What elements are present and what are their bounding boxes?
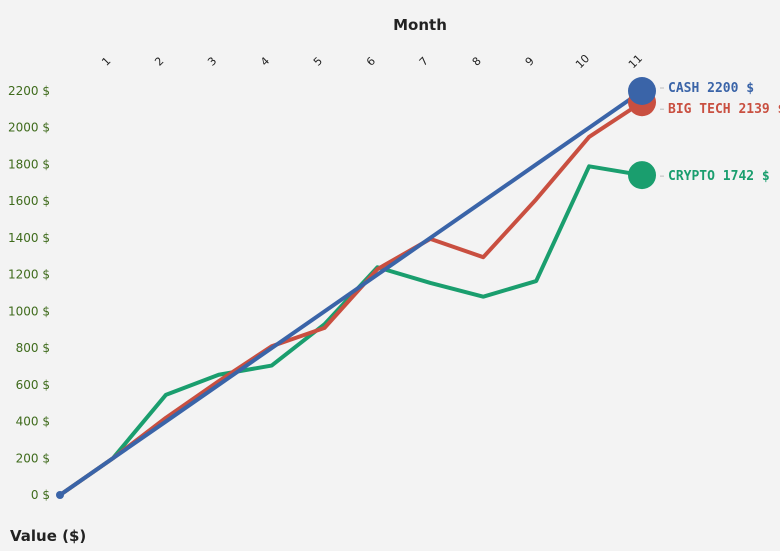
series-line-big-tech	[58, 100, 644, 497]
y-tick-label: 1600 $	[8, 194, 50, 208]
series-end-marker-crypto	[628, 161, 656, 190]
y-tick-label: 1800 $	[8, 157, 50, 171]
x-tick-label: 11	[626, 52, 645, 71]
x-tick-label: 1	[99, 54, 113, 68]
series-end-markers: CRYPTO 1742 $ BIG TECH 2139 $ CASH 2200 $	[56, 77, 780, 499]
y-tick-label: 200 $	[16, 451, 50, 465]
series-lines	[58, 89, 644, 497]
x-tick-label: 3	[205, 54, 219, 68]
series-end-label-big-tech: BIG TECH 2139 $	[668, 102, 780, 117]
y-axis-ticks: 0 $ 200 $ 400 $ 600 $ 800 $ 1000 $ 1200 $ 1400 …	[8, 84, 50, 502]
x-tick-label: 8	[470, 54, 484, 68]
y-tick-label: 1000 $	[8, 304, 50, 318]
series-end-label-cash: CASH 2200 $	[668, 81, 754, 96]
y-tick-label: 0 $	[31, 488, 50, 502]
series-end-label-crypto: CRYPTO 1742 $	[668, 169, 770, 184]
x-tick-label: 7	[417, 54, 431, 68]
x-axis-title: Month	[393, 16, 447, 34]
x-tick-label: 4	[258, 54, 272, 68]
x-tick-label: 9	[523, 54, 537, 68]
series-start-point	[56, 491, 64, 499]
y-tick-label: 1400 $	[8, 231, 50, 245]
y-tick-label: 600 $	[16, 378, 50, 392]
x-tick-label: 5	[311, 54, 325, 68]
x-tick-label: 10	[573, 52, 592, 71]
y-axis-title: Value ($)	[10, 527, 86, 545]
series-line-crypto	[58, 164, 644, 497]
x-axis-ticks: 1 2 3 4 5 6 7 8 9 10 11	[99, 52, 645, 71]
series-end-marker-cash	[628, 77, 656, 105]
series-line-cash	[58, 89, 644, 497]
y-tick-label: 2200 $	[8, 84, 50, 98]
x-tick-label: 6	[364, 54, 378, 68]
x-tick-label: 2	[152, 54, 166, 68]
y-tick-label: 400 $	[16, 415, 50, 429]
y-tick-label: 800 $	[16, 341, 50, 355]
y-tick-label: 1200 $	[8, 268, 50, 282]
y-tick-label: 2000 $	[8, 121, 50, 135]
